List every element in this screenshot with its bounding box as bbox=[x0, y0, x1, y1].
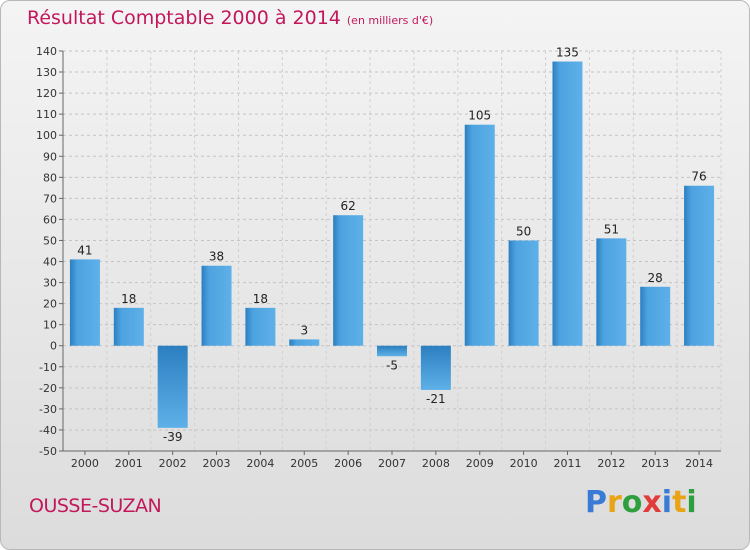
x-tick-label-2008: 2008 bbox=[422, 457, 450, 470]
x-tick-label-2000: 2000 bbox=[71, 457, 99, 470]
label-layer: 41 18 -39 38 18 3 62 -5 -21 105 50 135 51 28 76 bbox=[77, 46, 706, 444]
bar-2005 bbox=[289, 339, 320, 346]
bar-2009 bbox=[464, 124, 495, 346]
brand-logo: Proxiti bbox=[585, 485, 697, 520]
data-label-2007: -5 bbox=[386, 358, 398, 372]
data-label-2000: 41 bbox=[77, 243, 92, 257]
y-tick-label: 100 bbox=[36, 129, 57, 142]
axis-layer: 1401301201101009080706050403020100-10-20… bbox=[36, 45, 721, 470]
y-tick-label: 50 bbox=[43, 234, 57, 247]
bar-2014 bbox=[684, 185, 715, 346]
data-label-2009: 105 bbox=[468, 109, 491, 123]
data-label-2001: 18 bbox=[121, 292, 136, 306]
y-tick-label: 40 bbox=[43, 256, 57, 269]
x-tick-label-2012: 2012 bbox=[597, 457, 625, 470]
brand-letter: i bbox=[661, 485, 673, 520]
bar-2003 bbox=[201, 265, 232, 346]
brand-letter: i bbox=[686, 485, 697, 520]
bar-2006 bbox=[333, 215, 364, 346]
bar-2007 bbox=[377, 345, 407, 357]
x-tick-label-2001: 2001 bbox=[115, 457, 143, 470]
data-label-2010: 50 bbox=[516, 224, 531, 238]
bar-2004 bbox=[245, 307, 276, 346]
y-tick-label: 110 bbox=[36, 108, 57, 121]
place-name: OUSSE-SUZAN bbox=[29, 495, 162, 517]
y-tick-label: -10 bbox=[39, 361, 57, 374]
x-tick-label-2002: 2002 bbox=[159, 457, 187, 470]
data-label-2003: 38 bbox=[209, 250, 224, 264]
bar-2011 bbox=[552, 61, 583, 346]
y-tick-label: -50 bbox=[39, 445, 57, 458]
data-label-2002: -39 bbox=[163, 430, 183, 444]
bar-2010 bbox=[508, 240, 539, 346]
bar-2001 bbox=[113, 307, 144, 346]
data-label-2008: -21 bbox=[426, 392, 446, 406]
chart-title: Résultat Comptable 2000 à 2014 (en millie… bbox=[27, 7, 433, 29]
x-tick-label-2007: 2007 bbox=[378, 457, 406, 470]
y-tick-label: 130 bbox=[36, 66, 57, 79]
bar-layer bbox=[69, 61, 715, 428]
y-tick-label: 20 bbox=[43, 298, 57, 311]
y-tick-label: -40 bbox=[39, 424, 57, 437]
data-label-2011: 135 bbox=[556, 46, 579, 60]
y-tick-label: 30 bbox=[43, 277, 57, 290]
data-label-2006: 62 bbox=[340, 199, 355, 213]
x-tick-label-2006: 2006 bbox=[334, 457, 362, 470]
bar-2008 bbox=[420, 345, 451, 390]
x-tick-label-2005: 2005 bbox=[290, 457, 318, 470]
x-tick-label-2011: 2011 bbox=[553, 457, 581, 470]
x-tick-label-2009: 2009 bbox=[466, 457, 494, 470]
chart-title-text: Résultat Comptable 2000 à 2014 bbox=[27, 7, 341, 29]
brand-letter: r bbox=[607, 485, 622, 520]
x-tick-label-2010: 2010 bbox=[510, 457, 538, 470]
x-tick-label-2013: 2013 bbox=[641, 457, 669, 470]
y-tick-label: -30 bbox=[39, 403, 57, 416]
x-tick-label-2014: 2014 bbox=[685, 457, 713, 470]
y-tick-label: 80 bbox=[43, 171, 57, 184]
brand-letter: o bbox=[621, 485, 643, 520]
y-tick-label: 10 bbox=[43, 319, 57, 332]
y-tick-label: 90 bbox=[43, 150, 57, 163]
data-label-2013: 28 bbox=[648, 271, 663, 285]
y-tick-label: -20 bbox=[39, 382, 57, 395]
bar-2000 bbox=[69, 259, 100, 346]
data-label-2004: 18 bbox=[253, 292, 268, 306]
brand-letter: P bbox=[585, 485, 607, 520]
brand-letter: x bbox=[642, 485, 662, 520]
data-label-2012: 51 bbox=[604, 222, 619, 236]
bar-2012 bbox=[596, 238, 627, 346]
x-tick-label-2003: 2003 bbox=[203, 457, 231, 470]
y-tick-label: 60 bbox=[43, 213, 57, 226]
y-tick-label: 0 bbox=[50, 340, 57, 353]
data-label-2014: 76 bbox=[691, 170, 706, 184]
x-tick-label-2004: 2004 bbox=[246, 457, 274, 470]
y-tick-label: 140 bbox=[36, 45, 57, 58]
data-label-2005: 3 bbox=[300, 323, 308, 337]
y-tick-label: 70 bbox=[43, 192, 57, 205]
chart-subtitle: (en milliers d'€) bbox=[346, 14, 434, 27]
bar-2002 bbox=[157, 345, 188, 428]
brand-letter: t bbox=[672, 485, 687, 520]
bar-2013 bbox=[640, 286, 671, 346]
y-tick-label: 120 bbox=[36, 87, 57, 100]
